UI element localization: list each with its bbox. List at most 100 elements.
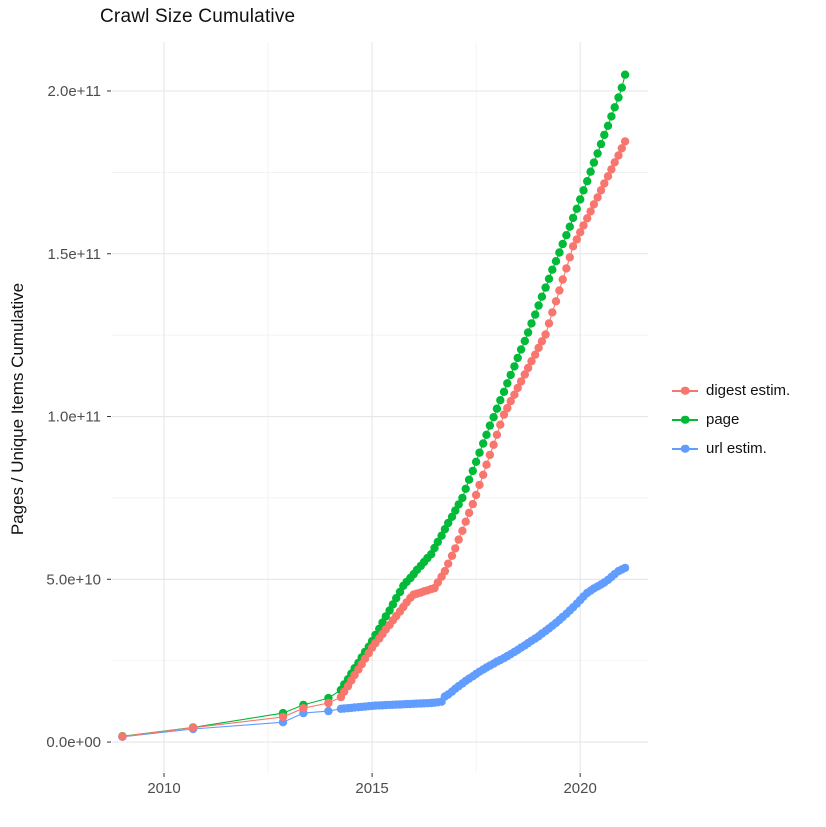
legend-key-icon (672, 412, 698, 428)
data-point-digest-estim- (617, 144, 626, 153)
data-point-digest-estim- (188, 723, 198, 732)
data-point-page (479, 439, 488, 448)
data-point-page (596, 139, 606, 149)
data-point-digest-estim- (499, 410, 509, 419)
data-point-page (510, 362, 519, 371)
data-point-digest-estim- (589, 200, 599, 209)
data-point-digest-estim- (447, 551, 457, 560)
data-point-page (589, 158, 599, 167)
data-point-page (516, 345, 526, 354)
data-point-page (471, 457, 481, 466)
data-point-digest-estim- (586, 207, 595, 216)
data-point-digest-estim- (475, 480, 484, 490)
y-tick-label: 0.0e+00 (46, 734, 101, 751)
series-line-url-estim- (122, 567, 626, 738)
data-point-page (617, 83, 626, 92)
data-point-digest-estim- (461, 517, 470, 526)
data-point-digest-estim- (607, 165, 616, 174)
data-point-digest-estim- (548, 308, 557, 317)
data-point-page (600, 130, 609, 140)
data-point-page (527, 319, 536, 328)
legend-item-url-estim-: url estim. (672, 434, 790, 463)
data-point-page (458, 493, 467, 503)
data-point-page (523, 328, 533, 337)
data-point-page (531, 310, 540, 319)
data-point-digest-estim- (510, 390, 519, 399)
data-point-digest-estim- (583, 214, 592, 223)
data-point-digest-estim- (485, 450, 495, 460)
legend-label: digest estim. (706, 382, 791, 399)
data-point-digest-estim- (520, 370, 529, 379)
data-point-digest-estim- (614, 151, 623, 160)
data-point-page (503, 379, 512, 388)
data-point-digest-estim- (440, 566, 450, 576)
data-point-page (496, 396, 505, 405)
data-point-page (499, 387, 509, 396)
data-point-page (586, 167, 595, 176)
legend-key-icon (672, 383, 698, 399)
data-point-page (433, 537, 442, 547)
legend-label: url estim. (706, 440, 767, 457)
data-point-digest-estim- (620, 137, 630, 146)
data-point-url-estim- (324, 706, 333, 716)
data-point-digest-estim- (496, 420, 505, 429)
data-point-digest-estim- (558, 275, 567, 284)
data-point-page (562, 231, 571, 240)
data-point-page (468, 466, 477, 476)
data-point-digest-estim- (531, 350, 540, 359)
data-point-page (544, 274, 554, 283)
data-point-digest-estim- (527, 357, 536, 366)
data-point-page (392, 594, 401, 603)
data-point-page (551, 257, 561, 266)
data-point-digest-estim- (579, 221, 588, 230)
data-point-digest-estim- (555, 286, 564, 295)
data-point-page (614, 93, 623, 102)
data-point-page (489, 413, 498, 422)
data-point-page (440, 525, 450, 534)
legend-key-dot (680, 386, 690, 395)
data-point-digest-estim- (600, 179, 609, 188)
data-point-digest-estim- (458, 526, 467, 535)
data-point-digest-estim- (513, 383, 522, 393)
data-point-page (451, 506, 460, 515)
data-point-page (548, 265, 557, 274)
y-tick-label: 5.0e+10 (46, 571, 101, 588)
legend-key-dot (680, 444, 690, 453)
data-point-digest-estim- (537, 337, 547, 346)
data-point-digest-estim- (603, 172, 613, 181)
data-point-page (603, 121, 613, 130)
data-point-page (475, 448, 484, 457)
data-point-digest-estim- (596, 186, 606, 195)
data-point-page (558, 239, 567, 249)
data-point-page (534, 301, 543, 310)
data-point-page (461, 484, 470, 493)
data-point-digest-estim- (544, 319, 554, 328)
data-point-digest-estim- (479, 470, 488, 479)
data-point-digest-estim- (468, 499, 477, 509)
data-point-digest-estim- (278, 712, 288, 722)
data-point-page (464, 475, 474, 484)
data-point-digest-estim- (299, 704, 308, 713)
data-point-digest-estim- (562, 264, 571, 273)
data-point-page (593, 149, 602, 158)
data-point-digest-estim- (492, 430, 502, 439)
data-point-page (607, 112, 616, 121)
legend-item-page: page (672, 405, 790, 434)
data-point-digest-estim- (464, 508, 474, 518)
data-point-page (576, 195, 585, 204)
data-point-digest-estim- (572, 235, 581, 244)
y-tick-label: 2.0e+11 (47, 83, 101, 100)
data-point-digest-estim- (324, 698, 333, 708)
x-tick-label: 2020 (563, 780, 596, 797)
y-tick-label: 1.5e+11 (47, 246, 101, 263)
data-point-page (541, 283, 550, 292)
data-point-page (485, 421, 495, 430)
data-point-page (565, 222, 574, 231)
data-point-digest-estim- (593, 193, 602, 202)
data-point-page (395, 587, 405, 597)
data-point-digest-estim- (489, 440, 498, 449)
data-point-page (492, 404, 502, 413)
x-tick-label: 2010 (147, 780, 180, 797)
legend-item-digest-estim-: digest estim. (672, 376, 790, 405)
